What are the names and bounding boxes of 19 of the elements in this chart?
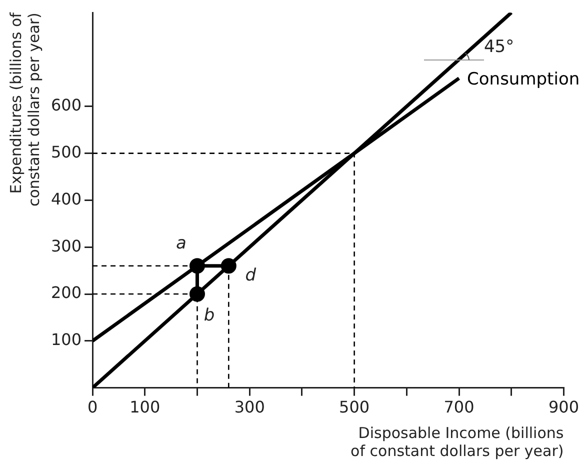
y-tick-label: 500	[50, 142, 82, 162]
y-axis-title: Expenditures (billions of constant dollars per year)	[6, 12, 43, 207]
annotation: b	[204, 305, 215, 326]
x-tick-label: 0	[87, 398, 98, 417]
y-tick-label: 200	[50, 283, 82, 302]
x-tick-label: 100	[130, 398, 160, 417]
x-tick-label: 700	[444, 398, 474, 417]
y-tick-label: 100	[50, 330, 82, 350]
series-label: Consumption	[467, 70, 580, 90]
x-tick-label: 900	[548, 398, 580, 417]
annotation: a	[176, 233, 186, 254]
y-tick-label: 600	[50, 96, 82, 115]
annotation: 45°	[484, 36, 514, 57]
x-tick-label: 300	[234, 398, 265, 417]
y-tick-label: 400	[50, 189, 82, 208]
annotation: d	[245, 265, 256, 286]
y-tick-label: 300	[50, 236, 82, 256]
x-axis-title: Disposable Income (billions of constant dollars per year)	[350, 424, 564, 460]
x-tick-label: 500	[339, 398, 370, 417]
